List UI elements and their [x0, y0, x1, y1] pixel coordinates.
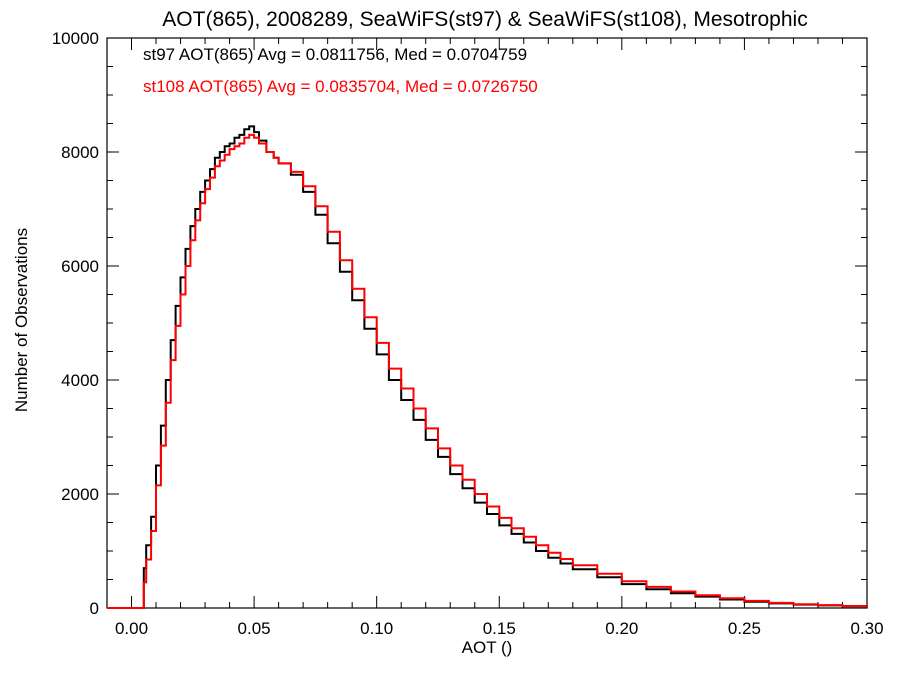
x-tick-label: 0.20	[605, 619, 638, 638]
x-tick-label: 0.05	[238, 619, 271, 638]
x-tick-label: 0.15	[483, 619, 516, 638]
y-tick-label: 2000	[61, 485, 99, 504]
legend-entry-st97: st97 AOT(865) Avg = 0.0811756, Med = 0.0…	[143, 45, 527, 64]
chart-title: AOT(865), 2008289, SeaWiFS(st97) & SeaWi…	[162, 8, 807, 31]
plot-frame	[106, 37, 868, 609]
x-axis-label: AOT ()	[462, 638, 513, 657]
y-tick-label: 10000	[52, 29, 99, 48]
x-tick-label: 0.10	[360, 619, 393, 638]
y-axis-ticks	[107, 37, 867, 609]
series-layer	[107, 125, 868, 609]
y-tick-label: 0	[90, 599, 99, 618]
legend-entry-st108: st108 AOT(865) Avg = 0.0835704, Med = 0.…	[143, 77, 538, 96]
y-tick-label: 8000	[61, 143, 99, 162]
y-tick-label: 6000	[61, 257, 99, 276]
x-tick-label: 0.30	[850, 619, 883, 638]
series-line-st97	[107, 125, 868, 609]
y-axis-tick-labels: 0 2000 4000 6000 8000 10000	[52, 29, 99, 618]
y-axis-label: Number of Observations	[12, 228, 31, 412]
x-tick-label: 0.25	[728, 619, 761, 638]
y-tick-label: 4000	[61, 371, 99, 390]
series-line-st108	[107, 133, 868, 609]
x-tick-label: 0.00	[115, 619, 148, 638]
x-axis-ticks	[106, 38, 868, 608]
x-axis-tick-labels: 0.00 0.05 0.10 0.15 0.20 0.25 0.30	[115, 619, 884, 638]
